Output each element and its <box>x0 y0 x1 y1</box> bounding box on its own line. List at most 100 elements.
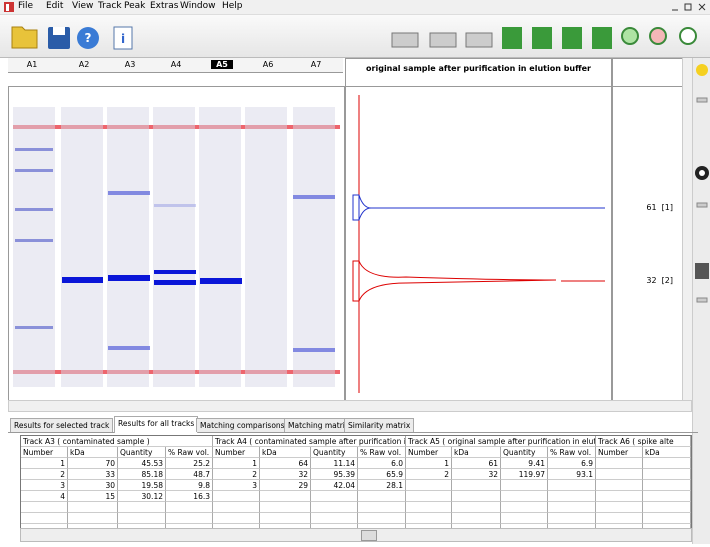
table-cell: 9.8 <box>166 480 213 491</box>
zoom-out[interactable] <box>650 28 666 44</box>
table-cell: 70 <box>68 458 118 469</box>
table-cell: 48.7 <box>166 469 213 480</box>
table-cell <box>596 513 643 524</box>
table-cell <box>596 458 643 469</box>
table-cell <box>501 491 548 502</box>
tab[interactable]: Results for selected track <box>10 418 113 432</box>
profile-curves <box>346 87 611 401</box>
lane-label[interactable]: A5 <box>211 60 233 69</box>
tab[interactable]: Matching matrix <box>284 418 353 432</box>
table-cell <box>68 502 118 513</box>
table-cell <box>166 513 213 524</box>
lane-label[interactable]: A2 <box>73 60 95 69</box>
column-header: Number <box>596 447 643 458</box>
lane-label[interactable]: A1 <box>21 60 43 69</box>
table-cell: 19.58 <box>118 480 166 491</box>
menu-item[interactable]: Help <box>222 1 243 11</box>
app-window: {"menu":["File","Edit","View","Track","P… <box>0 0 710 544</box>
lane-label[interactable]: A3 <box>119 60 141 69</box>
gel-image <box>8 86 345 402</box>
table-cell: 61 <box>452 458 501 469</box>
table-cell <box>311 502 358 513</box>
menu-item[interactable]: Track <box>98 1 122 11</box>
table-cell <box>311 491 358 502</box>
table-cell <box>643 458 691 469</box>
table-cell <box>213 502 260 513</box>
group-title: Track A4 ( contaminated sample after pur… <box>213 436 406 447</box>
table-cell: 6.0 <box>358 458 406 469</box>
table-cell: 85.18 <box>118 469 166 480</box>
table-cell: 1 <box>213 458 260 469</box>
table-cell: 30 <box>68 480 118 491</box>
menu-item[interactable]: Window <box>180 1 216 11</box>
table-cell <box>452 491 501 502</box>
tab[interactable]: Results for all tracks <box>114 416 198 433</box>
print-icons[interactable] <box>392 33 492 47</box>
table-cell <box>548 513 596 524</box>
lane-label[interactable]: A6 <box>257 60 279 69</box>
table-cell: 6.9 <box>548 458 596 469</box>
svg-text:i: i <box>121 32 125 46</box>
menu-item[interactable]: Peak <box>124 1 145 11</box>
table-cell: 2 <box>406 469 452 480</box>
export-icons[interactable] <box>502 27 612 49</box>
table-cell <box>406 480 452 491</box>
table-cell <box>452 502 501 513</box>
table-cell <box>596 469 643 480</box>
column-header: Quantity <box>501 447 548 458</box>
lane-label[interactable]: A7 <box>305 60 327 69</box>
menu-item[interactable]: Extras <box>150 1 178 11</box>
column-header: Quantity <box>118 447 166 458</box>
vertical-scrollbar[interactable] <box>682 58 692 400</box>
column-header: kDa <box>68 447 118 458</box>
table-cell: 3 <box>213 480 260 491</box>
table-cell <box>501 480 548 491</box>
horizontal-scrollbar[interactable] <box>8 400 692 412</box>
table-cell <box>501 502 548 513</box>
table-cell: 30.12 <box>118 491 166 502</box>
table-cell: 15 <box>68 491 118 502</box>
tab[interactable]: Matching comparisons <box>196 418 289 432</box>
table-cell: 119.97 <box>501 469 548 480</box>
profile-plot <box>345 86 612 402</box>
open-icon[interactable] <box>12 27 37 48</box>
table-cell <box>643 480 691 491</box>
table-cell <box>358 502 406 513</box>
app-icon <box>3 1 15 13</box>
menu-item[interactable]: File <box>18 1 33 11</box>
table-cell <box>501 513 548 524</box>
menu-item[interactable]: Edit <box>46 1 63 11</box>
table-cell <box>21 502 68 513</box>
tab[interactable]: Similarity matrix <box>344 418 414 432</box>
table-cell <box>68 513 118 524</box>
table-cell: 4 <box>21 491 68 502</box>
table-cell <box>213 491 260 502</box>
side-toolbar <box>692 58 710 544</box>
lane-label[interactable]: A4 <box>165 60 187 69</box>
table-cell <box>311 513 358 524</box>
table-scrollbar[interactable] <box>20 528 692 542</box>
table-cell <box>21 513 68 524</box>
table-cell <box>452 513 501 524</box>
table-cell <box>406 502 452 513</box>
zoom-in[interactable] <box>622 28 638 44</box>
side-tools <box>693 58 710 544</box>
table-cell: 65.9 <box>358 469 406 480</box>
table-cell <box>643 491 691 502</box>
table-cell <box>548 480 596 491</box>
table-cell: 11.14 <box>311 458 358 469</box>
zoom-reset[interactable] <box>680 28 696 44</box>
column-header: Number <box>213 447 260 458</box>
group-title: Track A6 ( spike alte <box>596 436 691 447</box>
window-controls[interactable] <box>670 2 708 12</box>
table-cell: 45.53 <box>118 458 166 469</box>
table-cell <box>406 513 452 524</box>
svg-text:?: ? <box>85 31 92 45</box>
table-cell: 28.1 <box>358 480 406 491</box>
menu-item[interactable]: View <box>72 1 93 11</box>
group-title: Track A3 ( contaminated sample ) <box>21 436 213 447</box>
table-cell <box>260 502 311 513</box>
